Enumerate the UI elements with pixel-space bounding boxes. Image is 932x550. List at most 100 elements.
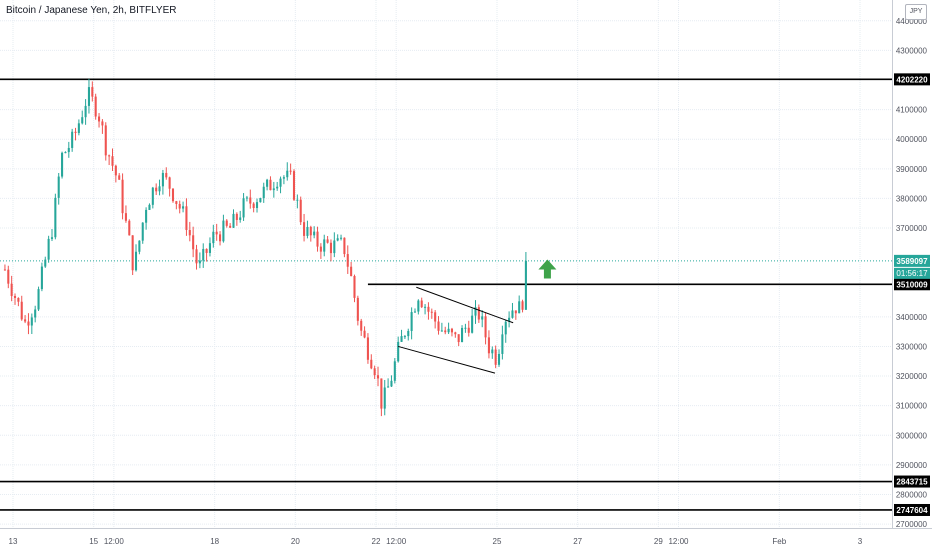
candle-body (239, 217, 242, 220)
candle-body (84, 105, 87, 118)
candle-body (61, 152, 64, 177)
candle-body (71, 131, 74, 148)
candle-body (286, 170, 289, 178)
candle-body (91, 87, 94, 97)
candle-body (430, 311, 433, 313)
candle-body (407, 330, 410, 337)
candlestick-series (3, 78, 527, 417)
candle-body (148, 204, 151, 210)
candle-body (44, 259, 47, 267)
candle-body (501, 334, 504, 354)
candle-body (487, 337, 490, 354)
candle-body (494, 349, 497, 365)
candle-body (266, 179, 269, 187)
y-tick-label: 4000000 (896, 135, 928, 144)
candle-body (420, 300, 423, 308)
candle-body (145, 209, 148, 223)
symbol-title: Bitcoin / Japanese Yen, 2h, BITFLYER (6, 5, 177, 16)
candle-body (30, 317, 33, 326)
candle-body (77, 123, 80, 133)
candle-body (511, 310, 514, 318)
x-tick-label: 15 (89, 537, 98, 546)
x-tick-label: 25 (493, 537, 502, 546)
y-tick-label: 4400000 (896, 17, 928, 26)
y-tick-label: 3100000 (896, 402, 928, 411)
candle-body (269, 179, 272, 191)
candle-body (252, 203, 255, 209)
y-tick-label: 3200000 (896, 372, 928, 381)
candle-body (393, 361, 396, 381)
countdown-label-bg (894, 267, 930, 279)
candle-body (400, 336, 403, 342)
candle-body (444, 330, 447, 333)
current-price-label-bg (894, 254, 930, 267)
candle-body (279, 178, 282, 187)
candle-body (13, 295, 17, 298)
candle-body (383, 387, 386, 409)
time-axis[interactable]: 13 15 12:00 18 20 22 12:00 25 27 29 12:00 Feb 3 (0, 528, 932, 547)
candle-body (329, 242, 333, 254)
candle-body (440, 330, 443, 332)
candle-body (208, 243, 212, 253)
candle-body (467, 327, 470, 333)
y-tick-label: 3800000 (896, 194, 928, 203)
y-tick-label: 3900000 (896, 165, 928, 174)
x-tick-label: 20 (291, 537, 300, 546)
candle-body (437, 321, 440, 331)
candle-body (360, 320, 363, 331)
candle-body (158, 186, 161, 192)
candle-body (168, 177, 171, 189)
candle-body (276, 186, 279, 189)
price-axis-labels: 4202220 3510009 2843715 2747604 3589097 01:56… (894, 73, 930, 516)
candle-body (491, 349, 494, 354)
candle-body (37, 289, 40, 310)
candle-body (447, 328, 450, 333)
x-tick-label: 13 (9, 537, 18, 546)
candle-body (296, 199, 299, 201)
currency-button[interactable]: JPY (905, 4, 927, 20)
level-label-bg (894, 73, 930, 86)
candle-body (353, 275, 356, 298)
candle-body (198, 260, 201, 264)
trendline (398, 345, 496, 374)
x-tick-label: 12:00 (104, 537, 125, 546)
candle-body (111, 156, 114, 166)
candle-body (98, 116, 101, 122)
y-tick-label: 3400000 (896, 313, 928, 322)
candle-body (101, 121, 104, 126)
candle-body (316, 231, 319, 247)
candle-body (380, 378, 383, 409)
y-tick-label: 2700000 (896, 520, 928, 529)
candle-body (450, 328, 454, 333)
level-label-bg (894, 475, 930, 488)
candle-body (178, 203, 181, 209)
candle-body (245, 197, 248, 199)
candle-body (205, 248, 208, 253)
candle-body (387, 386, 390, 388)
candle-body (34, 309, 37, 318)
candle-body (309, 226, 312, 236)
candle-body (171, 188, 175, 202)
candle-body (24, 319, 27, 322)
candle-body (323, 239, 326, 252)
candle-body (151, 187, 154, 205)
candle-body (74, 131, 77, 133)
candle-body (188, 229, 191, 236)
y-tick-label: 2800000 (896, 490, 928, 499)
candle-body (141, 222, 144, 241)
candle-body (434, 312, 437, 322)
candle-body (514, 310, 517, 314)
candle-body (118, 175, 121, 180)
drawings (398, 259, 557, 374)
candle-body (424, 306, 427, 308)
candle-body (508, 317, 511, 322)
candle-body (64, 152, 67, 154)
x-tick-label: Feb (772, 537, 786, 546)
horizontal-levels (0, 78, 892, 511)
candle-body (161, 172, 164, 187)
candle-body (235, 213, 238, 220)
candle-body (340, 237, 343, 239)
candle-body (299, 199, 302, 223)
y-tick-label: 4300000 (896, 46, 928, 55)
